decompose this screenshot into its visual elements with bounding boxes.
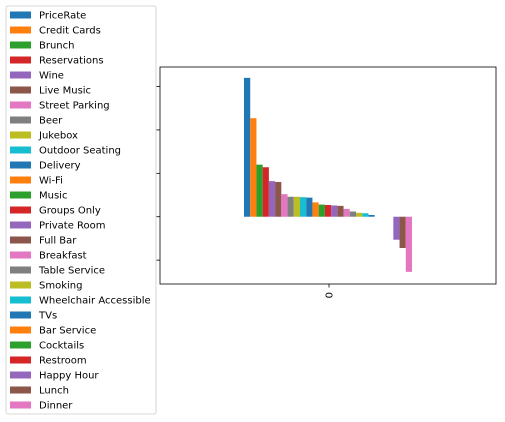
legend-label-wi-fi: Wi-Fi xyxy=(39,176,63,187)
legend-swatch-live-music xyxy=(10,86,31,94)
legend-label-tvs: TVs xyxy=(38,311,57,322)
bar-full-bar xyxy=(337,205,344,217)
legend-swatch-breakfast xyxy=(10,251,31,259)
legend-label-private-room: Private Room xyxy=(39,221,106,232)
legend-swatch-groups-only xyxy=(10,206,31,214)
bar-reservations xyxy=(262,167,269,217)
legend-label-reservations: Reservations xyxy=(39,56,104,67)
legend-swatch-private-room xyxy=(10,221,31,229)
legend-label-bar-service: Bar Service xyxy=(39,326,96,337)
bar-outdoor-seating xyxy=(300,197,307,217)
legend-label-full-bar: Full Bar xyxy=(39,236,77,247)
legend-swatch-table-service xyxy=(10,266,31,274)
bar-lunch xyxy=(399,216,406,248)
legend-swatch-lunch xyxy=(10,386,31,394)
legend-label-pricerate: PriceRate xyxy=(39,11,86,22)
legend-swatch-wheelchair-accessible xyxy=(10,296,31,304)
legend-swatch-outdoor-seating xyxy=(10,146,31,154)
legend-label-cocktails: Cocktails xyxy=(39,341,84,352)
legend-label-credit-cards: Credit Cards xyxy=(39,26,101,37)
bar-beer xyxy=(287,196,294,217)
legend-label-restroom: Restroom xyxy=(39,356,87,367)
legend-label-lunch: Lunch xyxy=(39,386,69,397)
legend-swatch-brunch xyxy=(10,41,31,49)
legend-label-wheelchair-accessible: Wheelchair Accessible xyxy=(39,296,151,307)
legend-swatch-wi-fi xyxy=(10,176,31,184)
bar-smoking xyxy=(356,212,363,217)
legend-label-street-parking: Street Parking xyxy=(39,101,110,112)
bar-happy-hour xyxy=(393,216,400,240)
x-tick-label: 0 xyxy=(325,292,336,298)
legend-swatch-pricerate xyxy=(10,11,31,19)
legend-swatch-reservations xyxy=(10,56,31,64)
bar-delivery xyxy=(306,197,313,217)
legend-swatch-beer xyxy=(10,116,31,124)
legend-swatch-street-parking xyxy=(10,101,31,109)
legend-label-brunch: Brunch xyxy=(39,41,74,52)
bar-table-service xyxy=(349,211,356,217)
bar-groups-only xyxy=(324,205,332,217)
legend-label-groups-only: Groups Only xyxy=(39,206,101,217)
x-axis: 0 xyxy=(325,284,336,298)
legend-label-table-service: Table Service xyxy=(38,266,105,277)
legend-label-beer: Beer xyxy=(39,116,63,127)
bar-brunch xyxy=(256,164,263,217)
bar-credit-cards xyxy=(250,118,257,217)
legend-swatch-credit-cards xyxy=(10,26,31,34)
legend-label-jukebox: Jukebox xyxy=(38,131,78,142)
legend-swatch-happy-hour xyxy=(10,371,31,379)
legend-swatch-jukebox xyxy=(10,131,31,139)
legend-swatch-tvs xyxy=(10,311,31,319)
bar-wheelchair-accessible xyxy=(362,213,369,217)
bar-street-parking xyxy=(281,194,288,217)
legend-label-dinner: Dinner xyxy=(39,401,73,412)
bar-pricerate xyxy=(244,77,251,217)
bar-breakfast xyxy=(343,208,350,217)
legend-swatch-full-bar xyxy=(10,236,31,244)
legend-frame xyxy=(5,5,157,415)
legend-swatch-bar-service xyxy=(10,326,31,334)
legend-label-wine: Wine xyxy=(39,71,64,82)
bar-music xyxy=(318,204,325,217)
legend-swatch-wine xyxy=(10,71,31,79)
legend-label-breakfast: Breakfast xyxy=(39,251,87,262)
legend-label-outdoor-seating: Outdoor Seating xyxy=(39,146,121,157)
bar-jukebox xyxy=(293,196,300,217)
legend-label-delivery: Delivery xyxy=(39,161,81,172)
plot-area xyxy=(159,66,497,285)
legend-label-smoking: Smoking xyxy=(39,281,82,292)
bar-wine xyxy=(268,181,276,217)
legend-swatch-delivery xyxy=(10,161,31,169)
bar-tvs xyxy=(368,214,375,217)
bars-group xyxy=(244,77,412,272)
legend-label-music: Music xyxy=(39,191,67,202)
legend-swatch-restroom xyxy=(10,356,31,364)
legend-label-happy-hour: Happy Hour xyxy=(39,371,99,382)
legend-swatch-dinner xyxy=(10,401,31,409)
bar-live-music xyxy=(275,182,282,217)
bar-private-room xyxy=(331,205,338,217)
legend-swatch-cocktails xyxy=(10,341,31,349)
legend-label-live-music: Live Music xyxy=(39,86,91,97)
bar-dinner xyxy=(405,216,412,272)
legend: PriceRate Credit Cards Brunch Reservations W… xyxy=(5,5,157,415)
legend-swatch-music xyxy=(10,191,31,199)
legend-swatch-smoking xyxy=(10,281,31,289)
bar-wi-fi xyxy=(312,202,319,217)
